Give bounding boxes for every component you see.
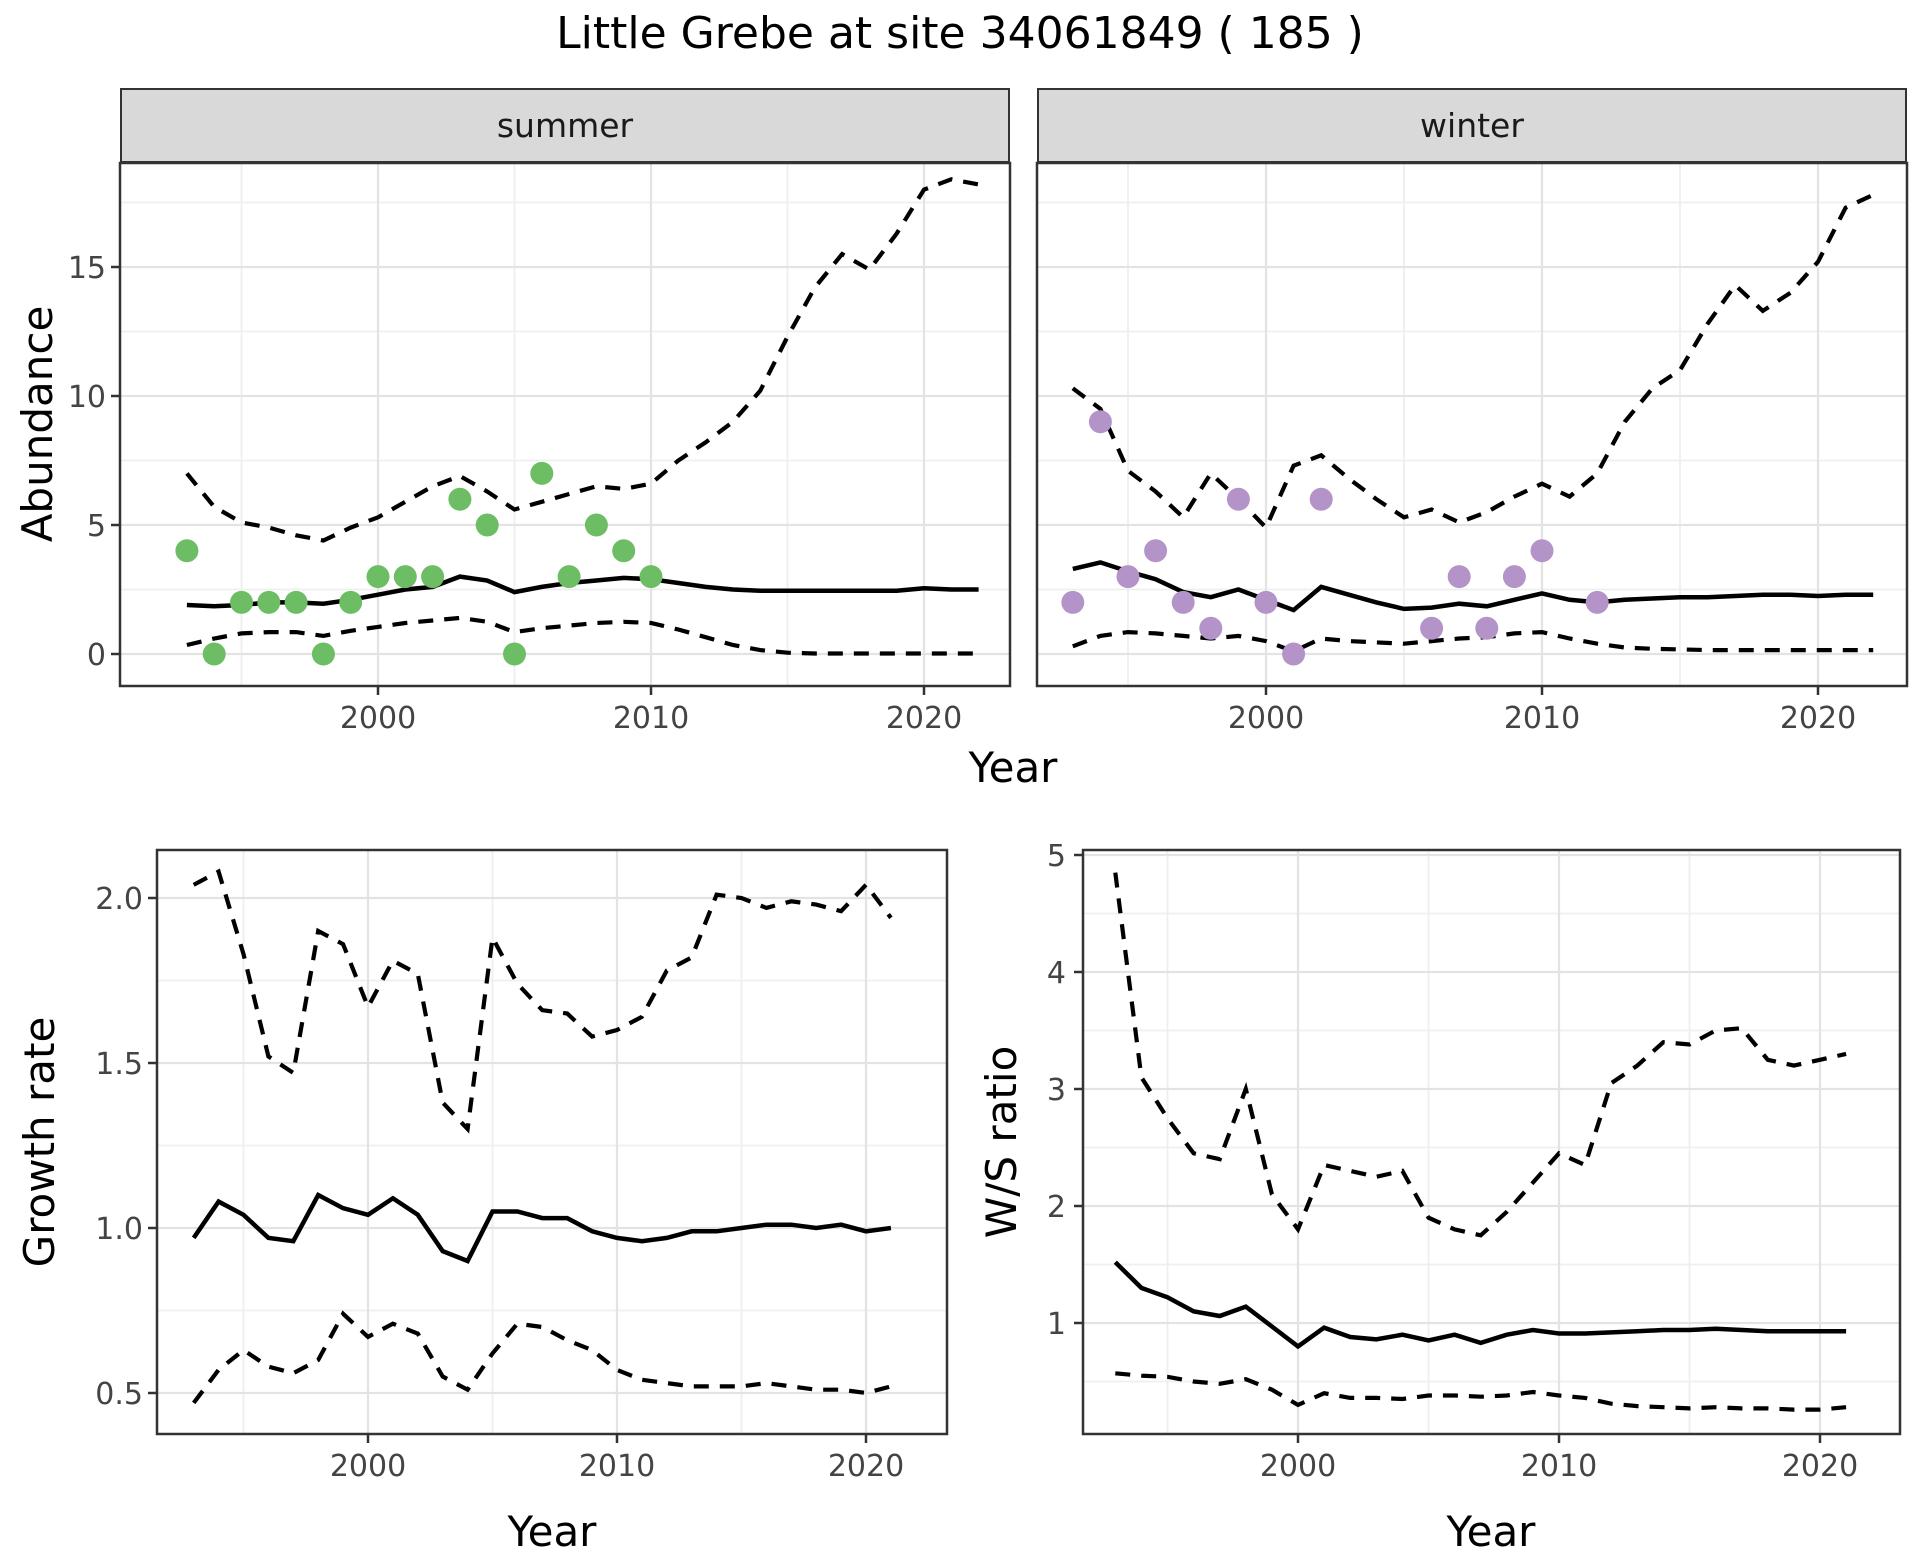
observed-point — [1116, 565, 1140, 589]
lower-ci-line — [186, 615, 979, 656]
panel-ws_ratio: 2000 2010 2020 1 2 3 4 5 — [1047, 839, 1902, 1484]
x-tick-label: 2010 — [613, 701, 689, 736]
median-line — [191, 1191, 892, 1264]
observed-point — [421, 565, 445, 589]
upper-ci-line — [1071, 192, 1875, 532]
median-line — [186, 574, 979, 609]
y-tick-label: 1 — [1047, 1307, 1066, 1342]
facet-strip-summer-label: summer — [496, 106, 634, 145]
observed-point — [557, 565, 581, 589]
observed-point — [175, 539, 199, 563]
observed-point — [448, 487, 472, 511]
observed-point — [366, 565, 390, 589]
panel-border — [118, 161, 1012, 688]
panel-abundance_summer: 2000 2010 2020 0 5 10 15 — [68, 161, 1012, 736]
facet-strip-summer: summer — [120, 88, 1010, 163]
observed-point — [584, 513, 608, 537]
observed-point — [1530, 539, 1554, 563]
x-tick-label: 2020 — [886, 701, 962, 736]
upper-ci-line — [1113, 872, 1847, 1238]
x-tick-label: 2020 — [828, 1449, 904, 1484]
y-tick-label: 5 — [87, 509, 106, 544]
panel-background — [1037, 163, 1907, 686]
observed-point — [202, 642, 226, 666]
y-tick-label: 1.0 — [95, 1212, 143, 1247]
panel-background — [1083, 850, 1900, 1434]
y-tick-label: 1.5 — [95, 1047, 143, 1082]
y-tick-label: 4 — [1047, 956, 1066, 991]
panel-border — [1035, 161, 1909, 688]
observed-point — [1254, 590, 1278, 614]
median-line — [1072, 560, 1874, 613]
observed-point — [1309, 487, 1333, 511]
x-tick-label: 2000 — [1260, 1449, 1336, 1484]
median-line — [1113, 1260, 1847, 1350]
x-tick-label: 2020 — [1782, 1449, 1858, 1484]
x-tick-label: 2010 — [1521, 1449, 1597, 1484]
y-tick-label: 0.5 — [95, 1377, 143, 1412]
facet-strip-winter: winter — [1037, 88, 1907, 163]
panel-border — [1081, 848, 1902, 1436]
observed-point — [1282, 642, 1306, 666]
observed-point — [1475, 616, 1499, 640]
x-tick-label: 2000 — [1228, 701, 1304, 736]
observed-point — [311, 642, 335, 666]
x-tick-label: 2020 — [1780, 701, 1856, 736]
observed-point — [530, 461, 554, 485]
y-tick-label: 15 — [68, 251, 106, 286]
observed-point — [475, 513, 499, 537]
observed-point — [393, 565, 417, 589]
y-tick-label: 0 — [87, 638, 106, 673]
observed-point — [1171, 590, 1195, 614]
y-axis-title-growth-rate: Growth rate — [15, 1016, 64, 1268]
x-axis-title-year-top: Year — [968, 743, 1058, 792]
observed-point — [1226, 487, 1250, 511]
observed-point — [612, 539, 636, 563]
observed-point — [339, 590, 363, 614]
upper-ci-line — [192, 868, 893, 1134]
upper-ci-line — [185, 177, 979, 543]
x-tick-label: 2000 — [330, 1449, 406, 1484]
y-tick-label: 3 — [1047, 1073, 1066, 1108]
y-tick-label: 10 — [68, 380, 106, 415]
observed-point — [1447, 565, 1471, 589]
observed-point — [1420, 616, 1444, 640]
lower-ci-line — [192, 1310, 892, 1405]
x-tick-label: 2010 — [1504, 701, 1580, 736]
panel-background — [157, 850, 947, 1434]
x-tick-label: 2000 — [340, 701, 416, 736]
observed-point — [1088, 410, 1112, 434]
panel-growth_rate: 2000 2010 2020 0.5 1.0 1.5 2.0 — [95, 848, 949, 1484]
y-tick-label: 5 — [1047, 839, 1066, 874]
x-tick-label: 2010 — [579, 1449, 655, 1484]
observed-point — [1585, 590, 1609, 614]
y-tick-label: 2 — [1047, 1190, 1066, 1225]
panel-border — [155, 848, 949, 1436]
observed-point — [284, 590, 308, 614]
figure-title: Little Grebe at site 34061849 ( 185 ) — [556, 8, 1364, 59]
x-axis-title-year-growth: Year — [507, 1507, 597, 1556]
observed-point — [230, 590, 253, 614]
y-tick-label: 2.0 — [95, 882, 143, 917]
facet-strip-winter-label: winter — [1420, 106, 1524, 145]
observed-point — [1502, 565, 1526, 589]
observed-point — [503, 642, 526, 666]
x-axis-title-year-ws: Year — [1446, 1507, 1536, 1556]
y-axis-title-abundance: Abundance — [13, 305, 62, 543]
observed-point — [1199, 616, 1223, 640]
observed-point — [1061, 590, 1085, 614]
observed-point — [1144, 539, 1168, 563]
panel-abundance_winter: 2000 2010 2020 — [1035, 161, 1909, 736]
y-axis-title-ws-ratio: W/S ratio — [977, 1045, 1026, 1239]
lower-ci-line — [1115, 1371, 1847, 1412]
panel-background — [120, 163, 1010, 686]
observed-point — [257, 590, 281, 614]
observed-point — [639, 565, 663, 589]
